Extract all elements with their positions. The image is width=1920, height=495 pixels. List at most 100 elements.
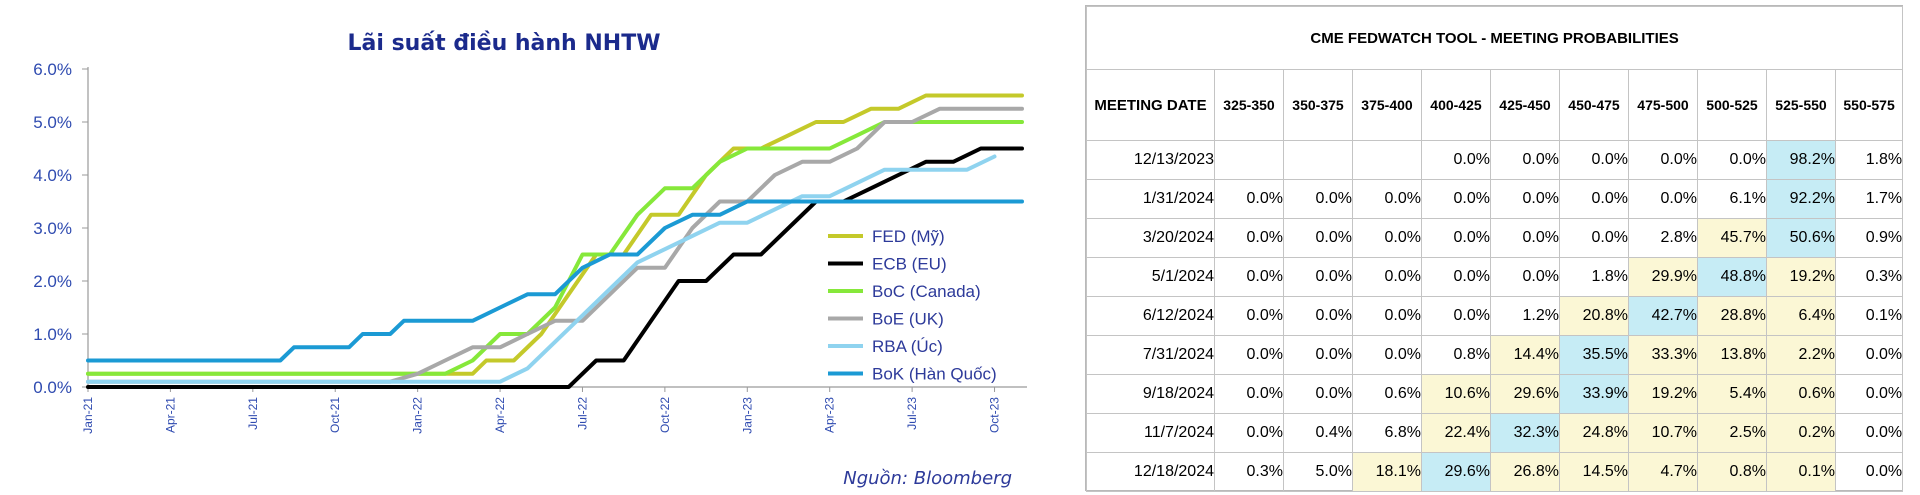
column-header-meeting-date: MEETING DATE: [1086, 69, 1215, 141]
probability-cell: 45.7%: [1697, 218, 1767, 258]
probability-cell: 92.2%: [1766, 179, 1836, 219]
probability-cell: 0.3%: [1834, 257, 1904, 297]
probability-cell: [1214, 140, 1284, 180]
series-line: [86, 93, 1024, 376]
x-tick-label: Apr-22: [493, 397, 507, 433]
probability-cell: 0.0%: [1834, 374, 1904, 414]
y-tick-label: 4.0%: [33, 166, 72, 185]
probability-cell: 0.0%: [1834, 335, 1904, 375]
probability-cell: 0.0%: [1352, 218, 1422, 258]
table-body: 12/13/2023 0.0% 0.0% 0.0% 0.0% 0.0% 98.2% 1.8% 1…: [1086, 140, 1904, 492]
legend: FED (Mỹ) ECB (EU) BoC (Canada) BoE (UK) RBA …: [828, 227, 997, 384]
probability-cell: 0.0%: [1834, 452, 1904, 492]
series-lines: [86, 93, 1024, 389]
probability-cell: 0.0%: [1421, 179, 1491, 219]
x-tick-label: Oct-21: [328, 397, 342, 433]
probability-cell: 0.0%: [1628, 140, 1698, 180]
column-header: 550-575: [1834, 69, 1904, 141]
probability-cell: 26.8%: [1490, 452, 1560, 492]
table-row: 12/18/2024 0.3% 5.0% 18.1% 29.6% 26.8% 14.5% 4.…: [1086, 452, 1904, 492]
probability-cell: 33.3%: [1628, 335, 1698, 375]
probability-cell: 48.8%: [1697, 257, 1767, 297]
probability-cell: 0.0%: [1490, 140, 1560, 180]
meeting-date-cell: 9/18/2024: [1086, 374, 1215, 414]
meeting-date-cell: 3/20/2024: [1086, 218, 1215, 258]
fedwatch-table-panel: CME FEDWATCH TOOL - MEETING PROBABILITIE…: [1085, 5, 1904, 492]
y-tick-label: 1.0%: [33, 325, 72, 344]
probability-cell: 24.8%: [1559, 413, 1629, 453]
probability-cell: 0.0%: [1214, 218, 1284, 258]
probability-cell: 6.8%: [1352, 413, 1422, 453]
probability-cell: 0.0%: [1421, 296, 1491, 336]
probability-cell: 0.1%: [1766, 452, 1836, 492]
probability-cell: 0.6%: [1352, 374, 1422, 414]
x-tick-label: Jul-23: [905, 397, 919, 430]
probability-cell: 0.0%: [1490, 179, 1560, 219]
probability-cell: 0.0%: [1283, 218, 1353, 258]
column-header: 475-500: [1628, 69, 1698, 141]
probability-cell: 4.7%: [1628, 452, 1698, 492]
table-row: 9/18/2024 0.0% 0.0% 0.6% 10.6% 29.6% 33.9% 19.2…: [1086, 374, 1904, 414]
probability-cell: 18.1%: [1352, 452, 1422, 492]
legend-label: RBA (Úc): [872, 337, 943, 356]
probability-cell: 0.8%: [1421, 335, 1491, 375]
x-tick-label: Apr-23: [823, 397, 837, 433]
table-row: 12/13/2023 0.0% 0.0% 0.0% 0.0% 0.0% 98.2% 1.8%: [1086, 140, 1904, 180]
y-tick-label: 2.0%: [33, 272, 72, 291]
probability-cell: 0.9%: [1834, 218, 1904, 258]
probability-cell: 0.0%: [1352, 179, 1422, 219]
probability-cell: 0.1%: [1834, 296, 1904, 336]
probability-cell: 0.0%: [1352, 257, 1422, 297]
probability-cell: 0.0%: [1283, 257, 1353, 297]
probability-cell: 0.0%: [1352, 335, 1422, 375]
meeting-date-cell: 6/12/2024: [1086, 296, 1215, 336]
meeting-date-cell: 5/1/2024: [1086, 257, 1215, 297]
probability-cell: 29.6%: [1421, 452, 1491, 492]
x-tick-label: Jan-23: [740, 397, 754, 434]
legend-label: BoK (Hàn Quốc): [872, 365, 997, 384]
probability-cell: 0.0%: [1559, 179, 1629, 219]
probability-cell: 19.2%: [1766, 257, 1836, 297]
x-tick-label: Jul-21: [246, 397, 260, 430]
series-line: [86, 154, 997, 384]
probability-cell: 0.0%: [1214, 374, 1284, 414]
probability-cell: 28.8%: [1697, 296, 1767, 336]
series-line: [86, 199, 1024, 363]
fedwatch-table: CME FEDWATCH TOOL - MEETING PROBABILITIE…: [1085, 6, 1904, 492]
probability-cell: 5.4%: [1697, 374, 1767, 414]
probability-cell: 0.0%: [1214, 257, 1284, 297]
x-tick-label: Jan-22: [411, 397, 425, 434]
probability-cell: 29.9%: [1628, 257, 1698, 297]
y-tick-label: 3.0%: [33, 219, 72, 238]
probability-cell: 0.4%: [1283, 413, 1353, 453]
table-row: 1/31/2024 0.0% 0.0% 0.0% 0.0% 0.0% 0.0% 0.0% 6.1…: [1086, 179, 1904, 219]
probability-cell: 0.0%: [1628, 179, 1698, 219]
probability-cell: 0.0%: [1559, 218, 1629, 258]
probability-cell: 2.2%: [1766, 335, 1836, 375]
table-row: 7/31/2024 0.0% 0.0% 0.0% 0.8% 14.4% 35.5% 33.3%…: [1086, 335, 1904, 375]
probability-cell: 22.4%: [1421, 413, 1491, 453]
probability-cell: 0.0%: [1490, 257, 1560, 297]
probability-cell: 20.8%: [1559, 296, 1629, 336]
probability-cell: 1.8%: [1834, 140, 1904, 180]
meeting-date-cell: 12/18/2024: [1086, 452, 1215, 492]
table-row: 3/20/2024 0.0% 0.0% 0.0% 0.0% 0.0% 0.0% 2.8% 45.…: [1086, 218, 1904, 258]
x-tick-label: Apr-21: [163, 397, 177, 433]
x-tick-label: Oct-22: [658, 397, 672, 433]
policy-rate-chart: Lãi suất điều hành NHTW 6.0% 5.0% 4.0% 3.0%…: [33, 31, 1027, 489]
meeting-date-cell: 11/7/2024: [1086, 413, 1215, 453]
probability-cell: 2.5%: [1697, 413, 1767, 453]
probability-cell: 6.4%: [1766, 296, 1836, 336]
meeting-date-cell: 1/31/2024: [1086, 179, 1215, 219]
y-tick-label: 6.0%: [33, 60, 72, 79]
column-header: 400-425: [1421, 69, 1491, 141]
probability-cell: 19.2%: [1628, 374, 1698, 414]
probability-cell: [1283, 140, 1353, 180]
chart-title: Lãi suất điều hành NHTW: [348, 31, 661, 56]
probability-cell: 0.0%: [1559, 140, 1629, 180]
legend-label: BoE (UK): [872, 310, 944, 329]
probability-cell: 0.0%: [1834, 413, 1904, 453]
probability-cell: 29.6%: [1490, 374, 1560, 414]
table-row: 6/12/2024 0.0% 0.0% 0.0% 0.0% 1.2% 20.8% 42.7% 2…: [1086, 296, 1904, 336]
probability-cell: 6.1%: [1697, 179, 1767, 219]
